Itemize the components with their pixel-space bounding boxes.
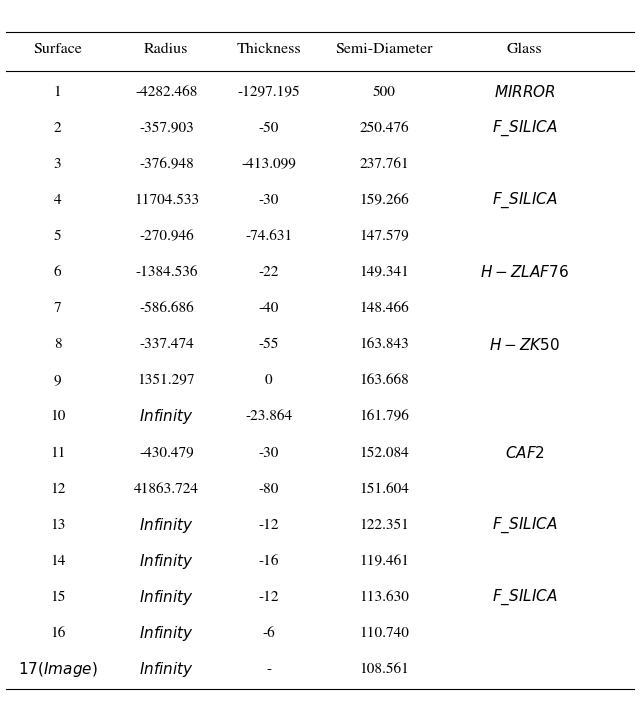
- Text: 3: 3: [54, 157, 61, 171]
- Text: -22: -22: [259, 266, 279, 279]
- Text: 250.476: 250.476: [359, 121, 409, 135]
- Text: $\mathit{Infinity}$: $\mathit{Infinity}$: [139, 551, 194, 570]
- Text: 237.761: 237.761: [359, 157, 409, 171]
- Text: 2: 2: [54, 121, 61, 135]
- Text: 8: 8: [54, 338, 61, 351]
- Text: $\mathit{Infinity}$: $\mathit{Infinity}$: [139, 407, 194, 427]
- Text: 13: 13: [50, 518, 65, 532]
- Text: 5: 5: [54, 230, 61, 243]
- Text: $\mathit{CAF2}$: $\mathit{CAF2}$: [505, 445, 545, 461]
- Text: $\mathit{F\_SILICA}$: $\mathit{F\_SILICA}$: [492, 587, 557, 607]
- Text: -74.631: -74.631: [245, 230, 292, 243]
- Text: $\mathit{MIRROR}$: $\mathit{MIRROR}$: [494, 84, 556, 100]
- Text: 148.466: 148.466: [359, 302, 409, 315]
- Text: $\mathit{F\_SILICA}$: $\mathit{F\_SILICA}$: [492, 118, 557, 138]
- Text: $\mathit{Infinity}$: $\mathit{Infinity}$: [139, 660, 194, 679]
- Text: $\mathit{F\_SILICA}$: $\mathit{F\_SILICA}$: [492, 515, 557, 534]
- Text: -1384.536: -1384.536: [135, 266, 198, 279]
- Text: 163.668: 163.668: [359, 374, 409, 387]
- Text: Semi-Diameter: Semi-Diameter: [335, 43, 433, 56]
- Text: -4282.468: -4282.468: [135, 85, 198, 99]
- Text: $\mathit{Infinity}$: $\mathit{Infinity}$: [139, 588, 194, 607]
- Text: 10: 10: [50, 410, 65, 424]
- Text: 6: 6: [54, 266, 61, 279]
- Text: 151.604: 151.604: [359, 482, 409, 496]
- Text: 11704.533: 11704.533: [134, 194, 199, 207]
- Text: $H-ZK50$: $H-ZK50$: [490, 336, 560, 352]
- Text: -6: -6: [262, 627, 275, 640]
- Text: -430.479: -430.479: [139, 446, 194, 460]
- Text: 1: 1: [54, 85, 61, 99]
- Text: -30: -30: [259, 446, 279, 460]
- Text: 159.266: 159.266: [359, 194, 409, 207]
- Text: 108.561: 108.561: [359, 663, 409, 676]
- Text: 119.461: 119.461: [359, 554, 409, 568]
- Text: 161.796: 161.796: [359, 410, 409, 424]
- Text: $\mathit{F\_SILICA}$: $\mathit{F\_SILICA}$: [492, 190, 557, 210]
- Text: -30: -30: [259, 194, 279, 207]
- Text: -55: -55: [259, 338, 279, 351]
- Text: 15: 15: [50, 591, 65, 604]
- Text: $\mathit{Infinity}$: $\mathit{Infinity}$: [139, 515, 194, 534]
- Text: -337.474: -337.474: [139, 338, 194, 351]
- Text: 163.843: 163.843: [359, 338, 409, 351]
- Text: 16: 16: [50, 627, 65, 640]
- Text: 9: 9: [54, 374, 61, 387]
- Text: 12: 12: [50, 482, 65, 496]
- Text: 41863.724: 41863.724: [134, 482, 199, 496]
- Text: $17(\mathit{Image})$: $17(\mathit{Image})$: [18, 660, 97, 679]
- Text: 110.740: 110.740: [359, 627, 409, 640]
- Text: Thickness: Thickness: [237, 43, 301, 56]
- Text: $\mathit{Infinity}$: $\mathit{Infinity}$: [139, 624, 194, 643]
- Text: 4: 4: [54, 194, 61, 207]
- Text: 122.351: 122.351: [359, 518, 409, 532]
- Text: -270.946: -270.946: [139, 230, 194, 243]
- Text: -357.903: -357.903: [139, 121, 194, 135]
- Text: 500: 500: [372, 85, 396, 99]
- Text: 113.630: 113.630: [359, 591, 409, 604]
- Text: Glass: Glass: [507, 43, 543, 56]
- Text: -: -: [266, 663, 271, 676]
- Text: 14: 14: [50, 554, 65, 568]
- Text: -12: -12: [259, 518, 279, 532]
- Text: -50: -50: [259, 121, 279, 135]
- Text: 152.084: 152.084: [359, 446, 409, 460]
- Text: 0: 0: [265, 374, 273, 387]
- Text: -1297.195: -1297.195: [237, 85, 300, 99]
- Text: -376.948: -376.948: [139, 157, 194, 171]
- Text: -413.099: -413.099: [241, 157, 296, 171]
- Text: -23.864: -23.864: [245, 410, 292, 424]
- Text: 149.341: 149.341: [359, 266, 409, 279]
- Text: Radius: Radius: [144, 43, 189, 56]
- Text: -16: -16: [259, 554, 279, 568]
- Text: Surface: Surface: [33, 43, 82, 56]
- Text: -40: -40: [259, 302, 279, 315]
- Text: $H-ZLAF76$: $H-ZLAF76$: [481, 264, 569, 281]
- Text: 147.579: 147.579: [359, 230, 409, 243]
- Text: 1351.297: 1351.297: [138, 374, 195, 387]
- Text: -80: -80: [259, 482, 279, 496]
- Text: 7: 7: [54, 302, 61, 315]
- Text: 11: 11: [50, 446, 65, 460]
- Text: -586.686: -586.686: [139, 302, 194, 315]
- Text: -12: -12: [259, 591, 279, 604]
